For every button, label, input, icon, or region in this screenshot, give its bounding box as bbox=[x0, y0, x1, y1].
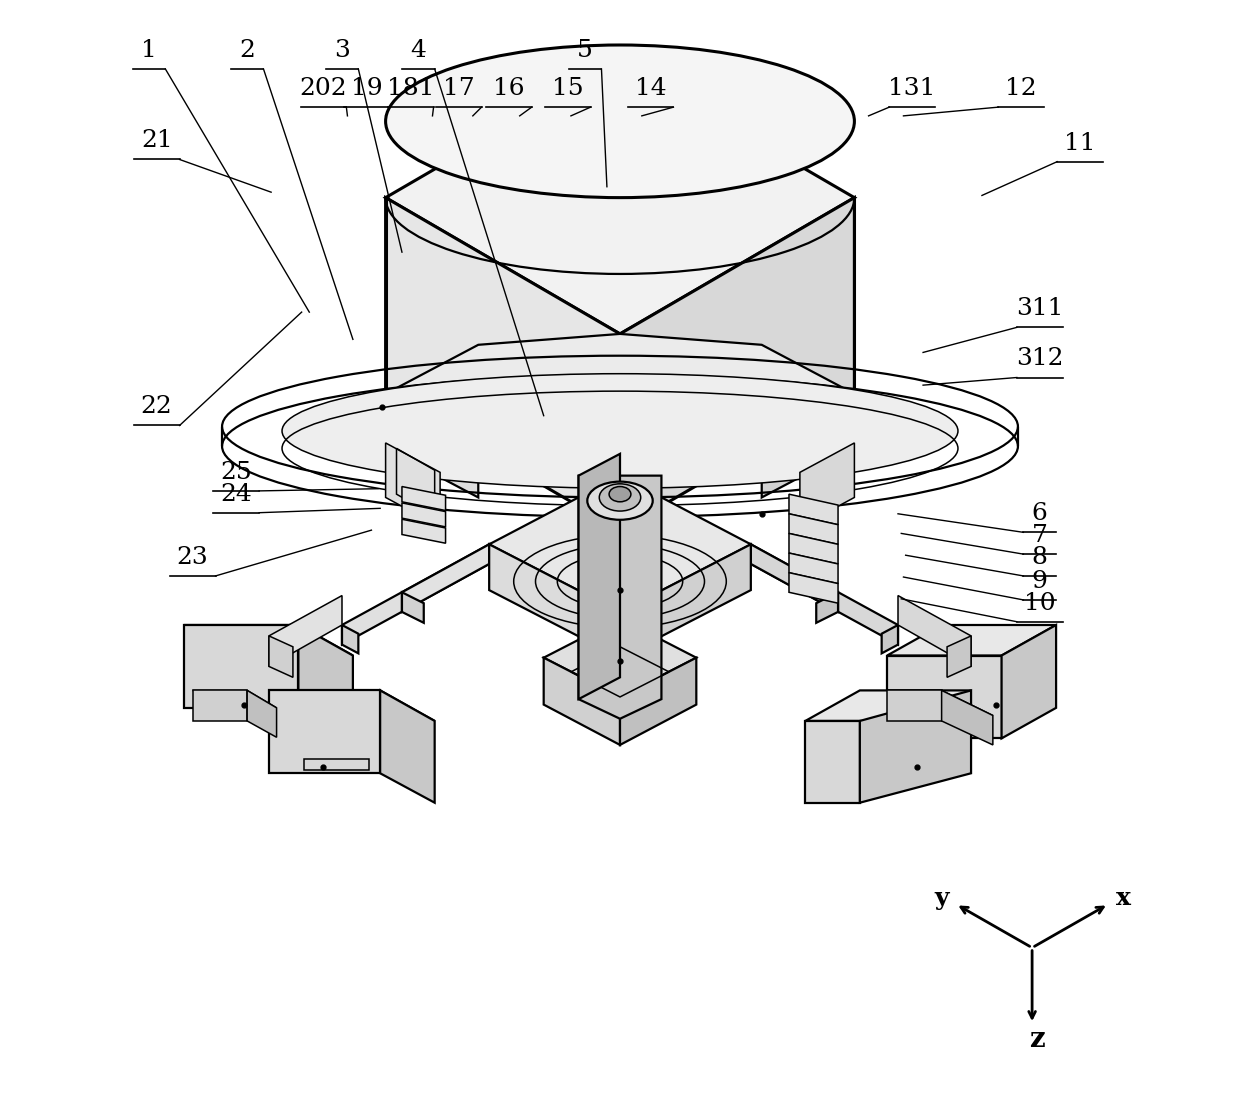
Polygon shape bbox=[579, 475, 661, 719]
Polygon shape bbox=[342, 544, 489, 645]
Polygon shape bbox=[269, 596, 342, 667]
Text: 202: 202 bbox=[300, 78, 347, 101]
Polygon shape bbox=[805, 721, 859, 802]
Text: 10: 10 bbox=[1024, 591, 1055, 614]
Polygon shape bbox=[402, 519, 445, 543]
Polygon shape bbox=[381, 691, 435, 802]
Polygon shape bbox=[402, 592, 424, 623]
Polygon shape bbox=[816, 592, 838, 623]
Polygon shape bbox=[789, 533, 838, 564]
Polygon shape bbox=[543, 619, 697, 697]
Polygon shape bbox=[620, 544, 751, 658]
Text: 22: 22 bbox=[141, 396, 172, 419]
Polygon shape bbox=[386, 61, 854, 333]
Polygon shape bbox=[789, 573, 838, 603]
Polygon shape bbox=[489, 544, 620, 658]
Text: 8: 8 bbox=[1032, 545, 1048, 568]
Polygon shape bbox=[898, 596, 971, 667]
Polygon shape bbox=[1002, 625, 1056, 739]
Text: 25: 25 bbox=[221, 461, 252, 484]
Text: 4: 4 bbox=[410, 39, 427, 62]
Polygon shape bbox=[887, 625, 1056, 656]
Text: 3: 3 bbox=[334, 39, 350, 62]
Polygon shape bbox=[269, 636, 293, 678]
Polygon shape bbox=[887, 656, 1002, 739]
Polygon shape bbox=[386, 333, 854, 454]
Text: 21: 21 bbox=[141, 129, 172, 152]
Polygon shape bbox=[386, 393, 479, 497]
Polygon shape bbox=[299, 625, 353, 739]
Text: 7: 7 bbox=[1032, 525, 1048, 548]
Text: x: x bbox=[1116, 885, 1131, 909]
Ellipse shape bbox=[281, 374, 959, 489]
Text: z: z bbox=[1029, 1025, 1044, 1053]
Polygon shape bbox=[192, 691, 247, 721]
Polygon shape bbox=[269, 691, 435, 721]
Text: 131: 131 bbox=[889, 78, 936, 101]
Polygon shape bbox=[620, 658, 697, 745]
Ellipse shape bbox=[599, 484, 641, 512]
Text: 15: 15 bbox=[552, 78, 584, 101]
Text: 9: 9 bbox=[1032, 569, 1048, 592]
Polygon shape bbox=[247, 691, 277, 738]
Polygon shape bbox=[887, 691, 993, 716]
Polygon shape bbox=[269, 691, 381, 773]
Polygon shape bbox=[402, 486, 445, 510]
Polygon shape bbox=[800, 443, 854, 527]
Text: 12: 12 bbox=[1006, 78, 1037, 101]
Polygon shape bbox=[342, 625, 358, 654]
Polygon shape bbox=[947, 636, 971, 678]
Text: 2: 2 bbox=[239, 39, 255, 62]
Polygon shape bbox=[184, 625, 353, 656]
Polygon shape bbox=[543, 658, 620, 745]
Polygon shape bbox=[489, 475, 751, 612]
Text: y: y bbox=[935, 885, 949, 909]
Polygon shape bbox=[751, 544, 838, 612]
Text: 311: 311 bbox=[1016, 297, 1064, 320]
Text: 312: 312 bbox=[1016, 348, 1064, 371]
Polygon shape bbox=[941, 691, 993, 745]
Polygon shape bbox=[386, 198, 620, 530]
Polygon shape bbox=[192, 691, 277, 708]
Polygon shape bbox=[620, 198, 854, 530]
Text: 1: 1 bbox=[141, 39, 157, 62]
Text: 17: 17 bbox=[443, 78, 475, 101]
Polygon shape bbox=[761, 393, 854, 497]
Polygon shape bbox=[579, 454, 620, 700]
Polygon shape bbox=[859, 691, 971, 802]
Text: 23: 23 bbox=[177, 545, 208, 568]
Text: 11: 11 bbox=[1064, 131, 1096, 154]
Text: 16: 16 bbox=[494, 78, 525, 101]
Polygon shape bbox=[805, 691, 971, 721]
Text: 181: 181 bbox=[387, 78, 434, 101]
Text: 14: 14 bbox=[635, 78, 666, 101]
Polygon shape bbox=[402, 544, 489, 612]
Ellipse shape bbox=[386, 45, 854, 198]
Polygon shape bbox=[751, 544, 898, 645]
Text: 5: 5 bbox=[577, 39, 593, 62]
Polygon shape bbox=[402, 503, 445, 527]
Ellipse shape bbox=[588, 482, 652, 520]
Ellipse shape bbox=[609, 486, 631, 502]
Text: 19: 19 bbox=[351, 78, 383, 101]
Text: 6: 6 bbox=[1032, 503, 1048, 526]
Text: 24: 24 bbox=[221, 483, 252, 506]
Polygon shape bbox=[386, 443, 440, 527]
Polygon shape bbox=[887, 691, 941, 721]
Polygon shape bbox=[789, 514, 838, 544]
Polygon shape bbox=[184, 625, 299, 708]
Polygon shape bbox=[789, 494, 838, 525]
Polygon shape bbox=[789, 553, 838, 584]
Polygon shape bbox=[882, 625, 898, 654]
